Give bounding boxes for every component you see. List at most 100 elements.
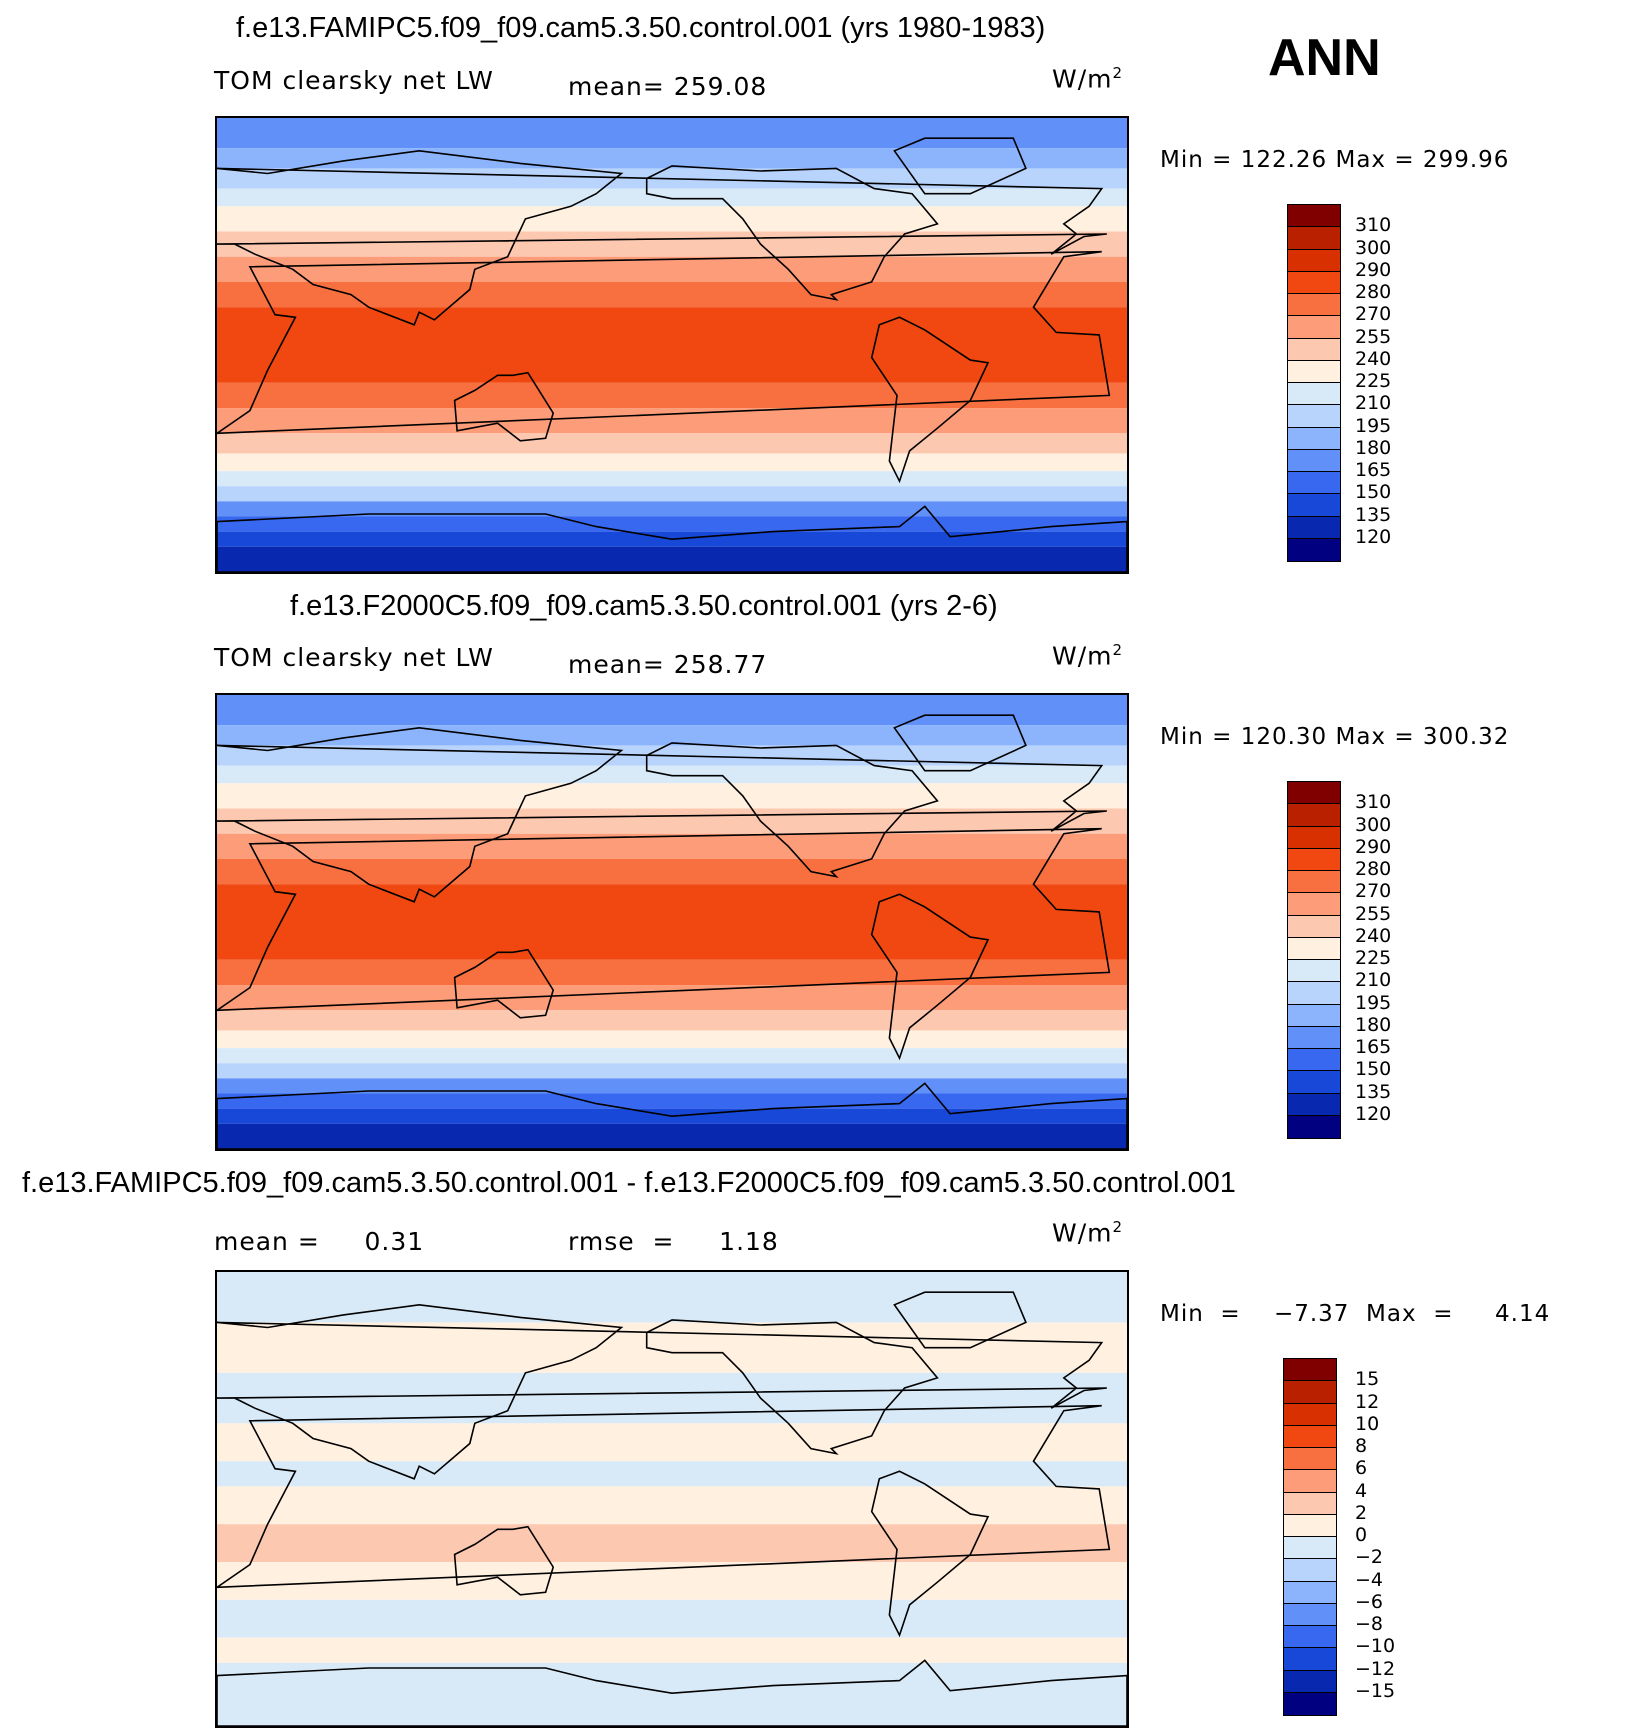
colorbar-swatch [1288,782,1340,805]
map-band [217,1063,1127,1079]
colorbar-tick-label: −2 [1355,1546,1384,1569]
panel-top-minmax: Min = 122.26 Max = 299.96 [1160,147,1510,173]
colorbar-swatch [1284,1492,1336,1515]
map-band [217,486,1127,502]
colorbar-tick-label: 135 [1355,503,1392,526]
colorbar-tick-label: 300 [1355,813,1392,836]
colorbar-tick-label: 4 [1355,1479,1368,1502]
colorbar-tick-label: 180 [1355,436,1392,459]
colorbar-swatch [1288,893,1340,916]
coastline [893,137,1027,195]
map-band [217,959,1127,986]
colorbar-tick-label: 150 [1355,1058,1392,1081]
season-label: ANN [1268,29,1381,87]
map-band [217,408,1127,434]
colorbar-tick-label: 165 [1355,459,1392,481]
colorbar-swatch [1284,1603,1336,1626]
colorbar-tick-label: 6 [1355,1457,1368,1480]
colorbar-swatch [1288,271,1340,294]
colorbar-tick-label: 240 [1355,347,1392,370]
coastline [645,165,939,301]
map-band [217,1010,1127,1031]
map-band [217,382,1127,409]
colorbar-swatch [1284,1559,1336,1582]
colorbar-tick-label: 300 [1355,236,1392,259]
coastline [893,1291,1027,1349]
colorbar-tick-label: 310 [1355,791,1392,814]
map-band [217,1599,1127,1638]
colorbar-tick-label: 225 [1355,370,1392,392]
colorbar-swatch [1284,1692,1336,1715]
colorbar-tick-label: 120 [1355,525,1392,548]
map-band [217,188,1127,207]
map-band [217,546,1127,572]
colorbar-swatch [1288,427,1340,450]
map-band [217,1524,1127,1563]
coastline [453,948,555,1019]
map-band [217,765,1127,784]
panel-middle-mean-label: mean= 258.77 [568,650,768,679]
map-band [217,1662,1127,1726]
map-band [217,1461,1127,1487]
map-band [217,118,1127,149]
map-band [217,206,1127,232]
colorbar-swatch [1288,472,1340,495]
colorbar-tick-label: 180 [1355,1013,1392,1036]
colorbar-swatch [1288,316,1340,339]
map-band [217,1486,1127,1525]
colorbar-tick-label: −10 [1355,1635,1396,1658]
map-band [217,695,1127,726]
coastline [217,1659,1127,1726]
map-band [217,471,1127,487]
panel-middle-colorbar-ticks: 310 300 290 280 270 255 240 225 210 195 180 165 150 1… [1355,781,1415,1137]
map-band [217,985,1127,1011]
colorbar-swatch [1288,871,1340,894]
map-band [217,433,1127,454]
colorbar-tick-label: 290 [1355,835,1392,858]
colorbar-swatch [1284,1670,1336,1693]
panel-bottom-rmse-label: rmse = 1.18 [568,1227,779,1256]
coastline [217,1303,1107,1480]
coastline [645,1319,939,1455]
panel-bottom-minmax: Min = −7.37 Max = 4.14 [1160,1301,1551,1327]
colorbar-tick-label: 0 [1355,1524,1368,1546]
colorbar-tick-label: 255 [1355,325,1392,348]
colorbar-tick-label: 280 [1355,858,1392,880]
panel-top-mean-label: mean= 259.08 [568,72,768,101]
coastline [645,742,939,878]
colorbar-tick-label: −12 [1355,1657,1396,1680]
colorbar-swatch [1284,1359,1336,1382]
colorbar-tick-label: 195 [1355,414,1392,437]
map-band [217,1637,1127,1663]
panel-top-units: W/m2 [1052,64,1124,94]
colorbar-tick-label: 280 [1355,281,1392,303]
panel-bottom-colorbar [1283,1358,1337,1716]
colorbar-swatch [1284,1537,1336,1560]
colorbar-tick-label: 210 [1355,969,1392,992]
colorbar-tick-label: 310 [1355,214,1392,237]
colorbar-swatch [1284,1470,1336,1493]
coastline [453,371,555,442]
colorbar-swatch [1284,1648,1336,1671]
panel-bottom-mean-label: mean = 0.31 [214,1227,425,1256]
colorbar-tick-label: 255 [1355,902,1392,925]
map-band [217,1272,1127,1323]
map-band [217,256,1127,282]
colorbar-swatch [1288,338,1340,361]
colorbar-tick-label: 195 [1355,991,1392,1014]
coastline [217,149,1107,326]
panel-middle-variable-label: TOM clearsky net LW [214,643,494,672]
colorbar-tick-label: 290 [1355,258,1392,281]
panel-bottom-map-field [217,1272,1127,1726]
map-band [217,453,1127,472]
map-band [217,1423,1127,1462]
map-band [217,281,1127,308]
map-band [217,1093,1127,1109]
colorbar-swatch [1284,1514,1336,1537]
map-band [217,1123,1127,1149]
coastline [217,726,1107,903]
map-band [217,1048,1127,1064]
map-band [217,858,1127,885]
panel-middle-minmax: Min = 120.30 Max = 300.32 [1160,724,1510,750]
coastline [217,1082,1127,1149]
